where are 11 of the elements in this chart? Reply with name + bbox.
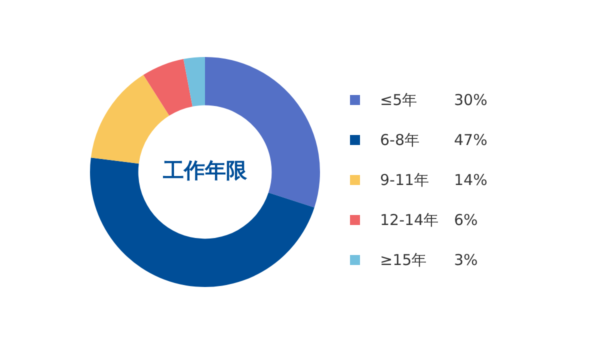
data-label: 30%	[454, 91, 488, 109]
data-label: 47%	[454, 131, 488, 149]
legend-label: 6-8年	[380, 130, 420, 150]
data-label: 6%	[454, 211, 478, 229]
legend-label: 12-14年	[380, 210, 440, 230]
legend-label: 9-11年	[380, 170, 430, 190]
data-label: 3%	[454, 251, 478, 269]
data-label: 14%	[454, 171, 488, 189]
legend-label: ≥15年	[380, 250, 428, 270]
legend-label: ≤5年	[380, 90, 418, 110]
text: 工作年限	[162, 158, 248, 182]
